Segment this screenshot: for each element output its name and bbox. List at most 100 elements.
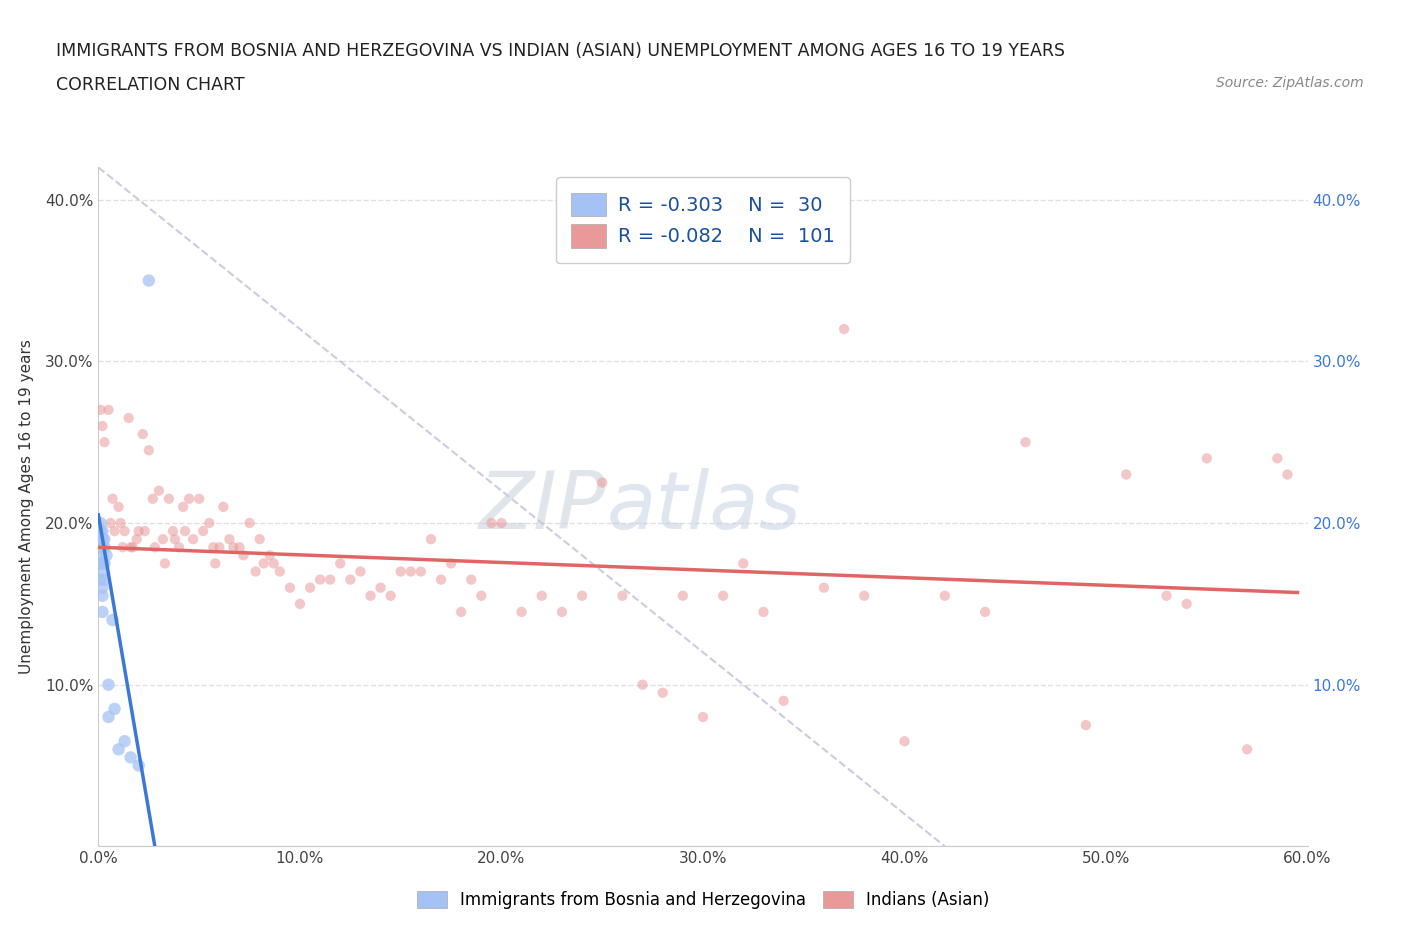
Point <box>349 565 371 579</box>
Point <box>93 556 115 571</box>
Text: atlas: atlas <box>606 468 801 546</box>
Point <box>491 515 513 530</box>
Point <box>153 556 176 571</box>
Point <box>893 734 915 749</box>
Point <box>269 565 291 579</box>
Point <box>692 710 714 724</box>
Point <box>339 572 361 587</box>
Point <box>91 418 114 433</box>
Point <box>651 685 673 700</box>
Point <box>138 443 160 458</box>
Legend: Immigrants from Bosnia and Herzegovina, Indians (Asian): Immigrants from Bosnia and Herzegovina, … <box>408 883 998 917</box>
Point <box>263 556 285 571</box>
Point <box>208 539 231 554</box>
Point <box>259 548 281 563</box>
Point <box>107 742 129 757</box>
Point <box>249 532 271 547</box>
Point <box>132 427 155 442</box>
Point <box>89 515 111 530</box>
Point <box>91 556 114 571</box>
Point <box>813 580 835 595</box>
Point <box>571 589 593 604</box>
Point <box>245 565 267 579</box>
Point <box>974 604 997 619</box>
Point <box>551 604 574 619</box>
Point <box>101 613 124 628</box>
Point <box>163 532 186 547</box>
Point <box>239 515 262 530</box>
Point <box>591 475 613 490</box>
Point <box>89 524 111 538</box>
Point <box>181 532 204 547</box>
Point <box>172 499 194 514</box>
Point <box>409 565 432 579</box>
Point <box>91 524 114 538</box>
Point <box>399 565 422 579</box>
Text: IMMIGRANTS FROM BOSNIA AND HERZEGOVINA VS INDIAN (ASIAN) UNEMPLOYMENT AMONG AGES: IMMIGRANTS FROM BOSNIA AND HERZEGOVINA V… <box>56 42 1066 60</box>
Point <box>89 403 111 418</box>
Point <box>1195 451 1218 466</box>
Point <box>174 524 197 538</box>
Point <box>253 556 276 571</box>
Point <box>93 572 115 587</box>
Point <box>420 532 443 547</box>
Legend: R = -0.303    N =  30, R = -0.082    N =  101: R = -0.303 N = 30, R = -0.082 N = 101 <box>555 177 851 263</box>
Point <box>193 524 215 538</box>
Point <box>157 491 180 506</box>
Text: Source: ZipAtlas.com: Source: ZipAtlas.com <box>1216 76 1364 90</box>
Point <box>631 677 654 692</box>
Point <box>142 491 165 506</box>
Point <box>128 758 150 773</box>
Point <box>118 410 141 425</box>
Point <box>97 710 120 724</box>
Point <box>470 589 492 604</box>
Point <box>278 580 301 595</box>
Point <box>91 532 114 547</box>
Point <box>162 524 184 538</box>
Point <box>91 539 114 554</box>
Point <box>530 589 553 604</box>
Point <box>1074 718 1097 733</box>
Point <box>309 572 332 587</box>
Point <box>228 539 250 554</box>
Point <box>93 434 115 449</box>
Point <box>612 589 634 604</box>
Point <box>288 596 311 611</box>
Text: CORRELATION CHART: CORRELATION CHART <box>56 76 245 94</box>
Point <box>853 589 876 604</box>
Point <box>1115 467 1137 482</box>
Point <box>91 565 114 579</box>
Y-axis label: Unemployment Among Ages 16 to 19 years: Unemployment Among Ages 16 to 19 years <box>18 339 34 674</box>
Point <box>198 515 221 530</box>
Point <box>212 499 235 514</box>
Point <box>1277 467 1299 482</box>
Point <box>107 499 129 514</box>
Point <box>143 539 166 554</box>
Point <box>89 556 111 571</box>
Point <box>672 589 695 604</box>
Point <box>128 524 150 538</box>
Point <box>481 515 503 530</box>
Point <box>138 273 160 288</box>
Point <box>97 677 120 692</box>
Point <box>148 484 170 498</box>
Point <box>934 589 956 604</box>
Point <box>733 556 755 571</box>
Point <box>360 589 382 604</box>
Point <box>299 580 322 595</box>
Point <box>121 539 143 554</box>
Point <box>370 580 392 595</box>
Point <box>103 701 125 716</box>
Point <box>450 604 472 619</box>
Point <box>114 524 136 538</box>
Point <box>380 589 402 604</box>
Point <box>91 539 114 554</box>
Point <box>120 539 142 554</box>
Point <box>91 589 114 604</box>
Point <box>329 556 352 571</box>
Point <box>114 734 136 749</box>
Point <box>772 694 794 709</box>
Point <box>134 524 156 538</box>
Point <box>711 589 734 604</box>
Point <box>93 532 115 547</box>
